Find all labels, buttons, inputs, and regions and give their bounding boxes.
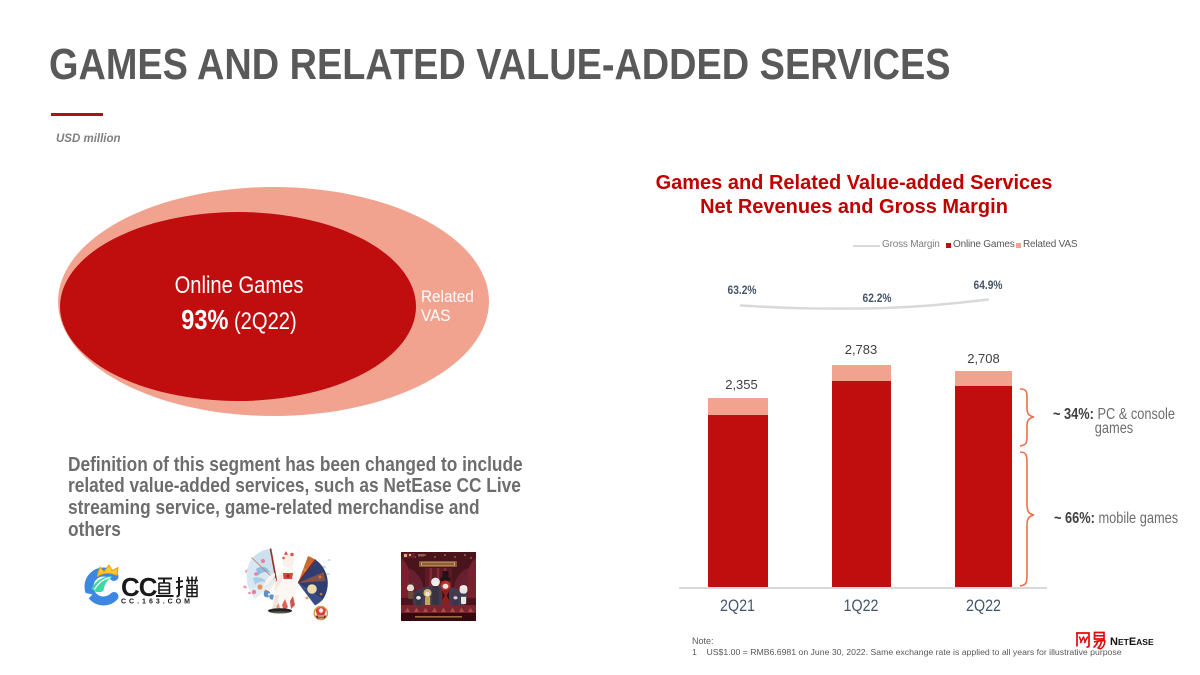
svg-text:CC: CC [121,572,158,602]
svg-text:NETEASE: NETEASE [1110,636,1154,648]
svg-text:CC.163.COM: CC.163.COM [121,599,193,606]
